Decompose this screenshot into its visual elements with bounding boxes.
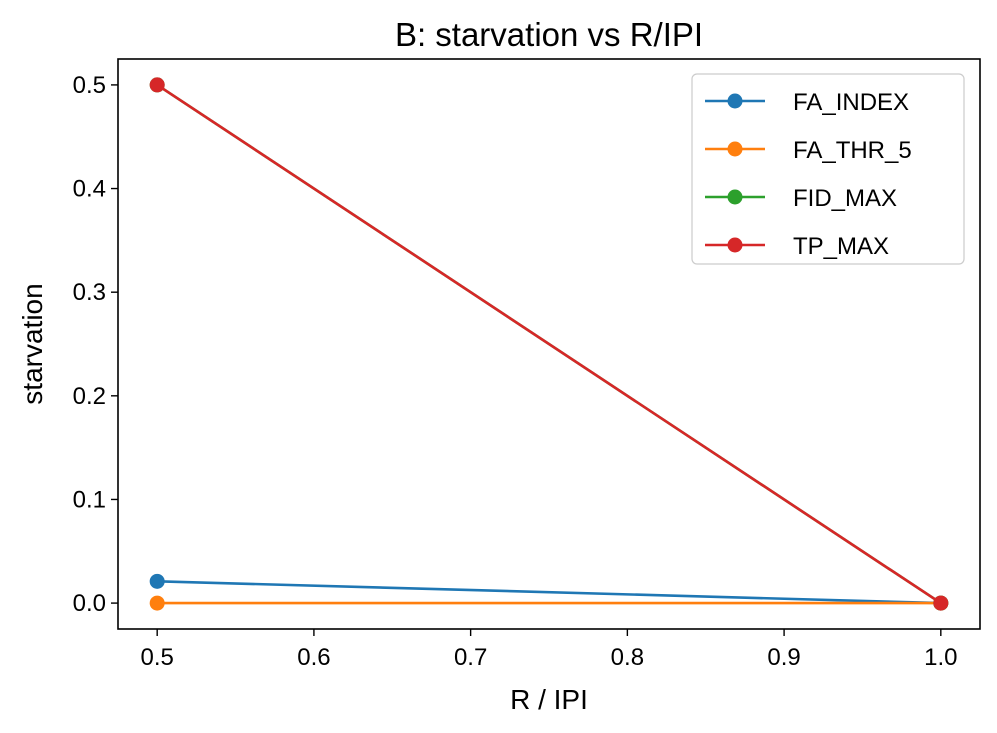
legend-items: FA_INDEX FA_THR_5 FID_MAX TP_MAX (705, 89, 912, 260)
x-axis-label: R / IPI (510, 684, 588, 715)
y-tick-label: 0.2 (73, 383, 106, 410)
legend-label-fid-max: FID_MAX (793, 185, 897, 212)
data-point-tp-max (933, 595, 949, 611)
data-point-fa-index (149, 573, 165, 589)
y-axis-ticks: 0.0 0.1 0.2 0.3 0.4 0.5 (73, 72, 118, 617)
x-tick-label: 0.7 (454, 644, 487, 671)
chart-title: B: starvation vs R/IPI (395, 16, 703, 53)
legend-marker-tp-max (727, 237, 743, 253)
series-line-fa-index (157, 580, 941, 605)
y-tick-label: 0.5 (73, 72, 106, 99)
y-tick-label: 0.1 (73, 486, 106, 513)
axes-frame (117, 58, 981, 630)
legend-box (691, 73, 965, 265)
legend-marker-fa-thr-5 (727, 141, 743, 157)
y-tick-label: 0.0 (73, 590, 106, 617)
legend: FA_INDEX FA_THR_5 FID_MAX TP_MAX (691, 73, 965, 265)
legend-marker-fid-max (727, 189, 743, 205)
series-layer (149, 77, 949, 611)
series-line-tp-max (156, 83, 942, 605)
plot-area (117, 58, 981, 630)
x-tick-label: 0.6 (297, 644, 330, 671)
x-tick-label: 0.9 (767, 644, 800, 671)
legend-label-tp-max: TP_MAX (793, 233, 889, 260)
legend-marker-fa-index (727, 93, 743, 109)
x-tick-label: 1.0 (924, 644, 957, 671)
y-axis-label: starvation (17, 283, 48, 404)
data-point-tp-max (149, 77, 165, 93)
y-tick-label: 0.4 (73, 176, 106, 203)
x-tick-label: 0.8 (611, 644, 644, 671)
x-tick-label: 0.5 (140, 644, 173, 671)
legend-label-fa-thr-5: FA_THR_5 (793, 137, 912, 164)
data-point-fa-thr-5 (149, 595, 165, 611)
x-axis-ticks: 0.5 0.6 0.7 0.8 0.9 1.0 (140, 629, 958, 671)
y-tick-label: 0.3 (73, 279, 106, 306)
legend-label-fa-index: FA_INDEX (793, 89, 909, 116)
